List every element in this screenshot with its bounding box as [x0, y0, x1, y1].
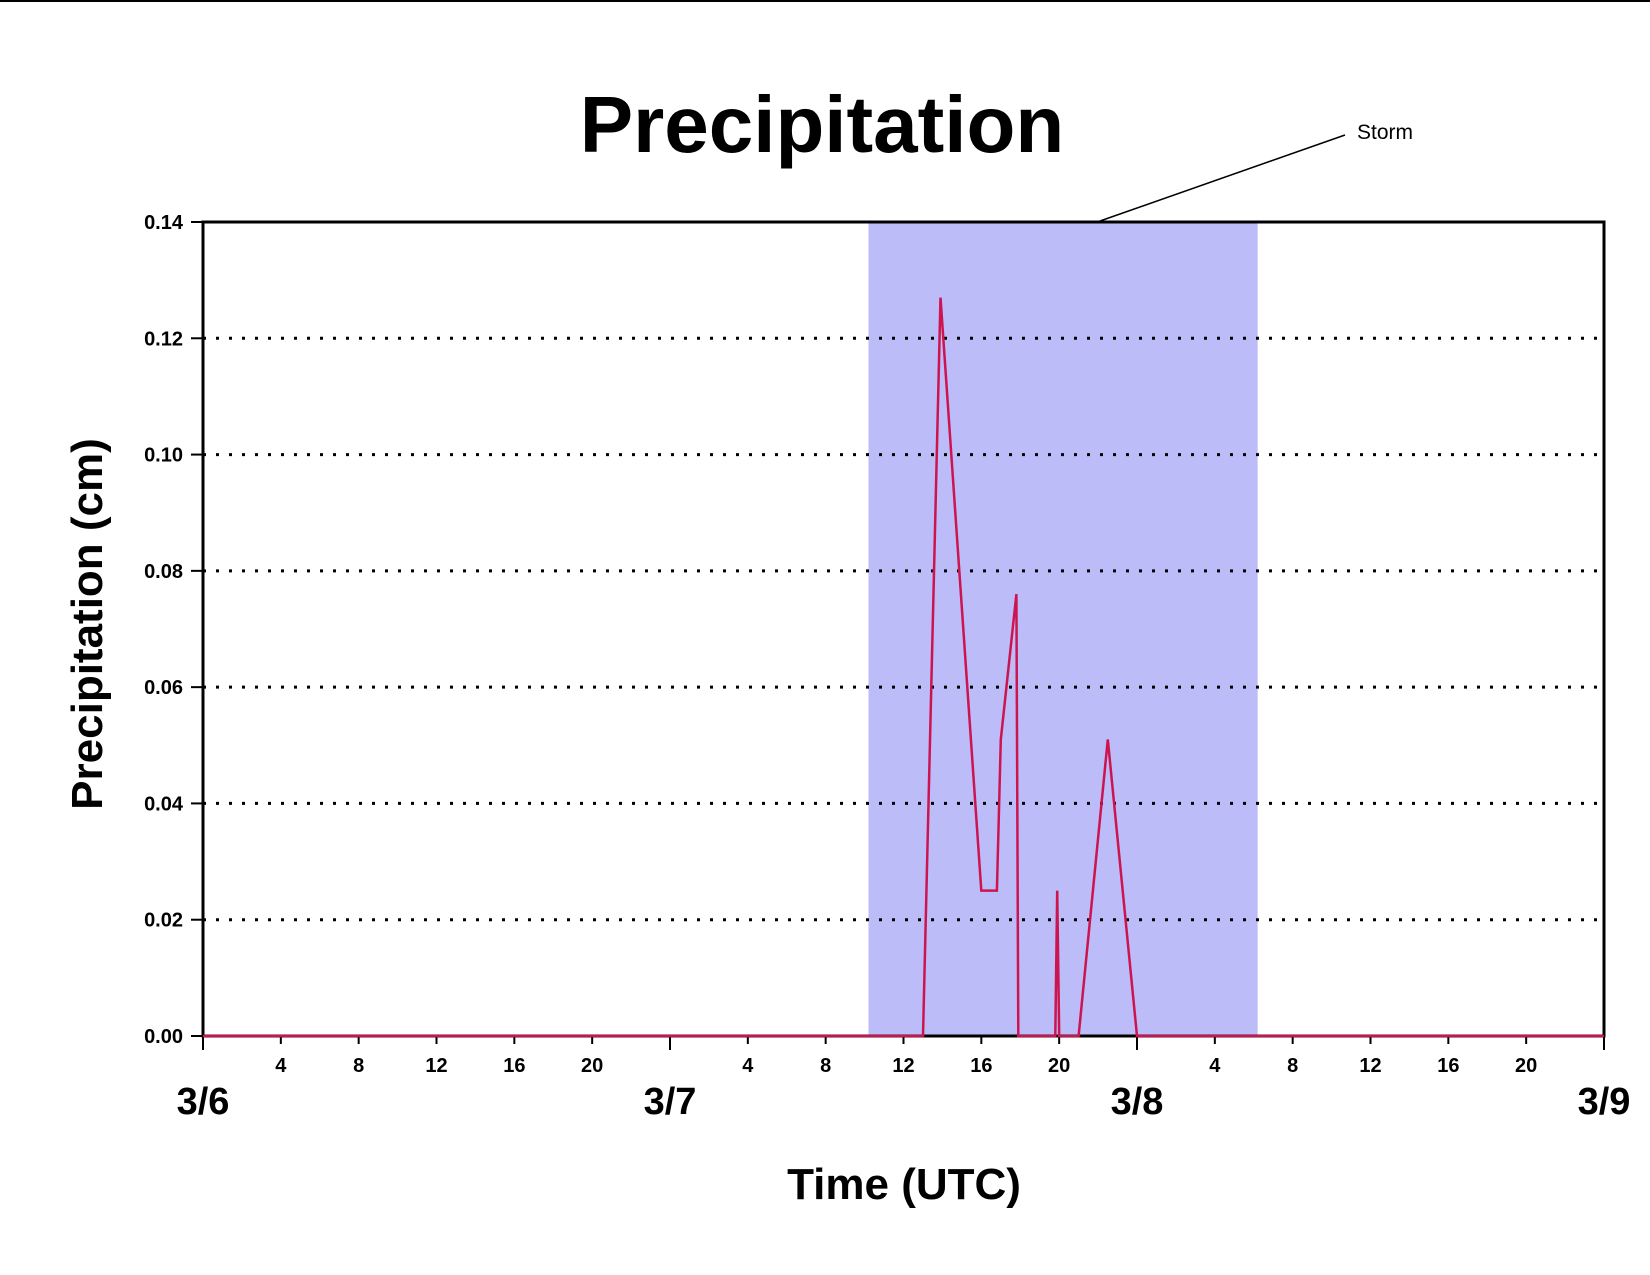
storm-annotation-label: Storm [1357, 121, 1413, 144]
storm-annotation-leader [1099, 134, 1346, 222]
y-tick-label: 0.08 [144, 561, 183, 583]
x-hour-label: 4 [275, 1055, 287, 1077]
x-hour-label: 8 [820, 1055, 831, 1077]
x-day-label: 3/9 [1578, 1081, 1631, 1123]
y-axis: 0.00 0.02 0.04 0.06 0.08 0.10 0.12 0.14 [144, 212, 203, 1048]
x-hour-label: 12 [892, 1055, 914, 1077]
x-hour-label: 20 [581, 1055, 603, 1077]
x-axis: 3/6 4 8 12 16 20 3/7 4 8 12 16 20 3/8 4 8 12 16 20 3/9 [177, 1036, 1631, 1123]
x-hour-label: 8 [353, 1055, 364, 1077]
y-tick-label: 0.00 [144, 1026, 183, 1048]
chart-title: Precipitation [580, 80, 1065, 169]
x-axis-label: Time (UTC) [787, 1160, 1021, 1209]
x-hour-label: 20 [1515, 1055, 1537, 1077]
x-day-label: 3/8 [1111, 1081, 1164, 1123]
x-day-label: 3/6 [177, 1081, 230, 1123]
y-tick-label: 0.06 [144, 677, 183, 699]
x-hour-label: 4 [742, 1055, 754, 1077]
x-hour-label: 12 [1359, 1055, 1381, 1077]
x-hour-label: 16 [1437, 1055, 1459, 1077]
x-hour-label: 12 [425, 1055, 447, 1077]
y-tick-label: 0.10 [144, 445, 183, 467]
x-hour-label: 16 [970, 1055, 992, 1077]
y-tick-label: 0.12 [144, 328, 183, 350]
x-hour-label: 8 [1287, 1055, 1298, 1077]
y-axis-label: Precipitation (cm) [63, 438, 112, 810]
x-hour-label: 4 [1209, 1055, 1221, 1077]
y-tick-label: 0.14 [144, 212, 184, 234]
series-line [203, 297, 1604, 1038]
x-hour-label: 20 [1048, 1055, 1070, 1077]
x-hour-label: 16 [503, 1055, 525, 1077]
top-border [0, 0, 1650, 2]
y-tick-label: 0.04 [144, 793, 184, 815]
y-tick-label: 0.02 [144, 910, 183, 932]
x-day-label: 3/7 [644, 1081, 697, 1123]
